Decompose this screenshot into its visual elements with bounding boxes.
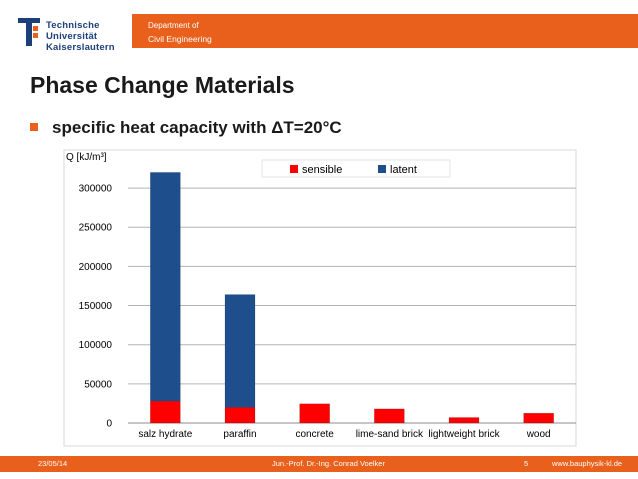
bar-latent [224,294,256,408]
department-band: Department of Civil Engineering [132,14,638,48]
legend: sensible latent [261,159,451,178]
y-tick-label: 250000 [79,223,113,234]
x-tick-label: salz hydrate [138,429,192,440]
y-axis-label: Q [kJ/m³] [66,152,107,163]
logo-line-1: Technische Universität [46,20,100,42]
x-tick-labels: salz hydrate paraffin concrete lime-sand br… [138,429,550,440]
slide-title: Phase Change Materials [30,72,295,98]
y-tick-label: 50000 [84,379,112,390]
bar-sensible [150,400,181,424]
legend-frame [261,159,451,178]
bar-sensible [224,407,256,424]
x-tick-label: lime-sand brick [356,429,424,440]
x-tick-label: concrete [295,429,334,440]
slide-footer: 23/05/14 Jun.-Prof. Dr.-Ing. Conrad Voel… [0,456,638,472]
y-tick-label: 200000 [79,262,113,273]
bar-sensible [523,412,554,424]
department-name: Civil Engineering [148,34,212,44]
y-tick-label: 100000 [79,340,113,351]
y-tick-label: 0 [106,419,112,430]
department-label: Department of [148,21,199,30]
logo-line-2: Kaiserslautern [46,42,115,53]
y-tick-labels: 0 50000 100000 150000 200000 250000 300000 [79,184,113,430]
university-name: Technische Universität Kaiserslautern [46,20,128,53]
legend-swatch-latent [378,165,386,173]
footer-author: Jun.-Prof. Dr.-Ing. Conrad Voelker [272,459,385,468]
legend-label-latent: latent [390,164,417,176]
legend-swatch-sensible [290,165,298,173]
x-tick-label: wood [526,429,551,440]
y-tick-label: 300000 [79,184,113,195]
bar-sensible [374,408,405,424]
bars [150,172,554,424]
footer-page-number: 5 [524,459,529,468]
gridlines [128,187,576,424]
bar-chart: 0 50000 100000 150000 200000 250000 300000 sal… [63,149,577,447]
footer-date: 23/05/14 [38,459,68,468]
bar-latent [150,172,181,402]
bullet-point: specific heat capacity with ΔT=20°C [30,118,342,138]
university-logo-icon [18,18,40,46]
bar-sensible [299,403,330,424]
bar-sensible [448,417,480,424]
plot-frame [63,149,577,447]
x-tick-label: paraffin [223,429,256,440]
bullet-text: specific heat capacity with ΔT=20°C [52,118,342,137]
footer-url: www.bauphysik-kl.de [552,459,623,468]
x-tick-label: lightweight brick [428,429,500,440]
slide-header: Technische Universität Kaiserslautern De… [0,0,638,60]
bullet-square-icon [30,122,38,131]
legend-label-sensible: sensible [302,164,342,176]
university-logo: Technische Universität Kaiserslautern [18,16,128,53]
y-tick-label: 150000 [79,301,113,312]
